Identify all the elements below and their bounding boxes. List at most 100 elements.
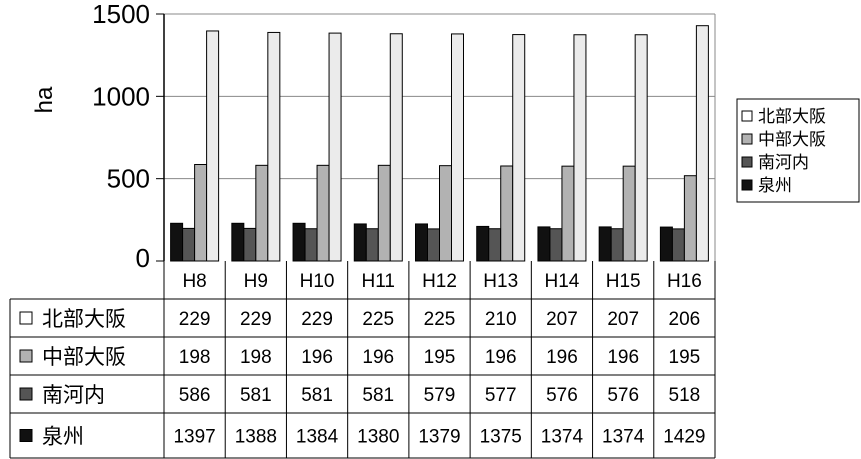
axes (156, 13, 716, 262)
bar (659, 226, 673, 262)
legend-marker (741, 110, 753, 122)
table-cell: 229 (301, 309, 333, 330)
table-cell: 198 (179, 347, 211, 368)
data-table: H8 H9 H10 H11 H12 H13 H14 H15 H16 北部大阪 229 229 229 22… (9, 261, 716, 459)
table-cell: 1379 (418, 427, 460, 448)
y-tick-label: 1500 (92, 0, 150, 29)
bar (353, 223, 367, 262)
table-cell: 196 (362, 347, 394, 368)
table-cell: 229 (179, 309, 211, 330)
bar (622, 165, 636, 262)
table-row-marker (19, 387, 33, 401)
table-cell: 518 (669, 385, 701, 406)
table-cell: 1397 (173, 427, 215, 448)
bar (500, 165, 514, 262)
bar (206, 30, 220, 262)
bar (561, 165, 575, 262)
bar (451, 33, 464, 262)
table-cell: 576 (607, 385, 639, 406)
y-tick-label: 500 (107, 164, 150, 194)
table-cell: 1380 (357, 427, 399, 448)
grid-lines (164, 13, 715, 180)
table-cell: 196 (546, 347, 578, 368)
table-row-label: 南河内 (42, 384, 105, 407)
table-cell: 1388 (235, 427, 277, 448)
table-cell: 576 (546, 385, 578, 406)
table-cell: 196 (301, 347, 333, 368)
bar (610, 228, 624, 262)
legend-marker (741, 133, 753, 145)
bar (194, 164, 208, 262)
legend-box (736, 98, 860, 203)
category-label: H15 (606, 271, 641, 292)
bar (488, 228, 502, 262)
bar (537, 226, 551, 262)
table-cell: 577 (485, 385, 517, 406)
bar (512, 34, 526, 262)
bar (476, 225, 490, 262)
category-label: H12 (422, 271, 457, 292)
table-cell: 207 (546, 309, 578, 330)
table-cell: 586 (179, 385, 211, 406)
bar (231, 222, 245, 262)
legend-label: 泉州 (758, 176, 792, 195)
bar (267, 31, 281, 262)
legend-label: 中部大阪 (758, 130, 826, 149)
category-label: H14 (545, 271, 580, 292)
category-label: H11 (362, 271, 395, 292)
table-cell: 229 (240, 309, 272, 330)
legend-marker (741, 179, 753, 191)
category-label: H13 (483, 271, 518, 292)
legend-label: 南河内 (758, 153, 809, 172)
bar (377, 164, 391, 262)
y-tick-label: 1000 (92, 81, 150, 111)
table-cell: 195 (424, 347, 456, 368)
bar (328, 32, 342, 262)
table-cell: 579 (424, 385, 456, 406)
bar (549, 228, 563, 262)
table-cell: 1429 (663, 427, 705, 448)
bar (634, 34, 648, 262)
table-cell: 195 (669, 347, 701, 368)
y-axis-label: ha (31, 86, 58, 113)
bar (598, 226, 612, 262)
table-cell: 198 (240, 347, 272, 368)
table-cell: 581 (362, 385, 394, 406)
bar (415, 223, 428, 262)
y-tick-label: 0 (136, 243, 150, 273)
table-cell: 210 (485, 309, 517, 330)
table-row-marker (19, 311, 33, 325)
table-cell: 1374 (541, 427, 584, 448)
bar (304, 228, 318, 262)
category-label: H9 (244, 271, 268, 292)
bar (695, 25, 709, 262)
bar (683, 175, 697, 262)
legend-marker (741, 156, 753, 168)
table-cell: 581 (301, 385, 333, 406)
bar (170, 222, 184, 262)
bars (170, 25, 709, 262)
bar (316, 164, 330, 262)
table-cell: 206 (669, 309, 701, 330)
table-cell: 1374 (602, 427, 645, 448)
table-row-label: 北部大阪 (42, 308, 126, 331)
y-tick-labels: 0 500 1000 1500 (92, 0, 150, 273)
bar (182, 227, 196, 262)
bar (365, 228, 379, 262)
table-cell: 581 (240, 385, 272, 406)
bar (427, 228, 440, 262)
table-cell: 1375 (480, 427, 522, 448)
bar (292, 222, 306, 262)
legend-label: 北部大阪 (758, 107, 826, 126)
table-row-label: 泉州 (42, 426, 84, 449)
table-cell: 225 (424, 309, 456, 330)
bar (255, 164, 269, 262)
table-cell: 207 (607, 309, 639, 330)
bar (389, 33, 403, 262)
table-cell: 196 (485, 347, 517, 368)
category-label: H16 (667, 271, 702, 292)
table-cell: 225 (362, 309, 394, 330)
category-label: H10 (300, 271, 335, 292)
